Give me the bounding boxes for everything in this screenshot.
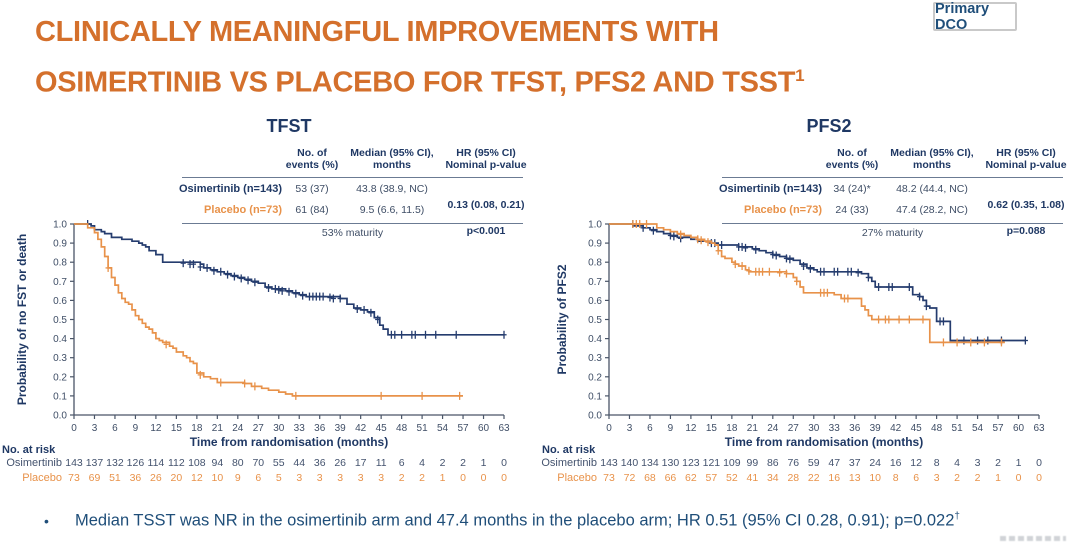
charts-row: 0.0 0.1 0.2 0.3 0.4 0.5 0.6 0.7 0.8 0.9 1.0 0 3 6 9 12 1…	[0, 115, 1080, 507]
x-tick-label: 45	[376, 423, 388, 434]
x-tick-label: 48	[931, 423, 943, 434]
y-tick-label: 0.5	[53, 315, 67, 326]
y-tick-label: 0.6	[588, 296, 602, 307]
x-tick-label: 18	[726, 423, 738, 434]
y-axis-title: Probability of no FST or death	[15, 234, 29, 405]
tfst-km-chart: 0.00.10.20.30.40.50.60.70.80.91.00 3 6 9 12 1…	[15, 220, 510, 450]
y-tick-label: 0.9	[588, 239, 602, 250]
osimertinib-curve	[609, 223, 1026, 342]
cropped-footnote-smudge	[1000, 536, 1066, 541]
x-tick-label: 18	[191, 423, 203, 434]
x-tick-label: 51	[952, 423, 964, 434]
title-superscript: 1	[795, 66, 805, 85]
x-tick-label: 48	[396, 423, 408, 434]
x-tick-label: 57	[992, 423, 1004, 434]
x-tick-label: 42	[355, 423, 367, 434]
x-tick-label: 12	[685, 423, 697, 434]
x-tick-label: 21	[747, 423, 759, 434]
y-tick-label: 0.7	[53, 277, 67, 288]
x-tick-label: 9	[133, 423, 139, 434]
x-tick-label: 0	[606, 423, 612, 434]
x-tick-label: 54	[972, 423, 984, 434]
slide-title-line1: CLINICALLY MEANINGFUL IMPROVEMENTS WITH	[35, 16, 719, 48]
y-tick-label: 0.1	[588, 391, 602, 402]
x-tick-label: 39	[870, 423, 882, 434]
x-tick-label: 60	[1013, 423, 1025, 434]
y-tick-label: 0.6	[53, 296, 67, 307]
x-tick-label: 21	[212, 423, 224, 434]
x-tick-label: 57	[457, 423, 469, 434]
x-tick-label: 3	[627, 423, 633, 434]
y-tick-label: 0.7	[588, 277, 602, 288]
y-tick-label: 0.2	[53, 372, 67, 383]
y-tick-label: 0.0	[588, 411, 602, 422]
y-tick-label: 0.8	[53, 258, 67, 269]
x-tick-label: 15	[706, 423, 718, 434]
pfs2-km-chart: 0.00.10.20.30.40.50.60.70.80.91.00 3 6 9 12 1…	[555, 220, 1045, 450]
x-tick-label: 30	[273, 423, 285, 434]
primary-dco-badge: Primary DCO	[933, 1, 1017, 33]
x-tick-label: 63	[1033, 423, 1045, 434]
y-tick-label: 0.3	[588, 353, 602, 364]
x-tick-label: 54	[437, 423, 449, 434]
x-tick-label: 9	[668, 423, 674, 434]
placebo-curve	[609, 223, 1005, 344]
x-tick-label: 6	[647, 423, 653, 434]
y-tick-label: 1.0	[53, 220, 67, 231]
x-tick-label: 27	[253, 423, 265, 434]
y-tick-label: 0.1	[53, 391, 67, 402]
tfst-panel: 0.0 0.1 0.2 0.3 0.4 0.5 0.6 0.7 0.8 0.9 1.0 0 3 6 9 12 1…	[0, 115, 540, 507]
x-tick-label: 60	[478, 423, 490, 434]
x-tick-label: 0	[71, 423, 77, 434]
x-tick-label: 45	[911, 423, 923, 434]
y-tick-label: 0.3	[53, 353, 67, 364]
x-tick-label: 36	[849, 423, 861, 434]
x-tick-label: 24	[232, 423, 244, 434]
tsst-bullet-text: Median TSST was NR in the osimertinib ar…	[75, 511, 960, 530]
y-tick-label: 0.2	[588, 372, 602, 383]
slide-title: CLINICALLY MEANINGFUL IMPROVEMENTS WITH …	[35, 10, 895, 105]
y-tick-label: 0.4	[588, 334, 602, 345]
slide-title-line2: OSIMERTINIB VS PLACEBO FOR TFST, PFS2 AN…	[35, 66, 805, 99]
x-tick-label: 15	[171, 423, 183, 434]
x-tick-label: 33	[294, 423, 306, 434]
x-tick-label: 30	[808, 423, 820, 434]
x-tick-label: 51	[417, 423, 429, 434]
y-tick-label: 0.9	[53, 239, 67, 250]
x-tick-label: 12	[150, 423, 162, 434]
x-tick-label: 33	[829, 423, 841, 434]
x-tick-label: 27	[788, 423, 800, 434]
x-tick-label: 24	[767, 423, 779, 434]
dagger-superscript: †	[954, 511, 960, 522]
x-tick-label: 63	[498, 423, 510, 434]
tsst-bullet: • Median TSST was NR in the osimertinib …	[44, 511, 960, 531]
x-tick-label: 6	[112, 423, 118, 434]
y-tick-label: 0.4	[53, 334, 67, 345]
x-tick-label: 3	[92, 423, 98, 434]
y-tick-label: 0.8	[588, 258, 602, 269]
y-tick-label: 1.0	[588, 220, 602, 231]
bullet-marker: •	[44, 513, 49, 529]
x-axis-title: Time from randomisation (months)	[725, 435, 923, 449]
placebo-curve	[74, 223, 463, 397]
y-tick-label: 0.0	[53, 411, 67, 422]
x-tick-label: 36	[314, 423, 326, 434]
y-tick-label: 0.5	[588, 315, 602, 326]
x-tick-label: 42	[890, 423, 902, 434]
pfs2-panel: 0.0 0.1 0.2 0.3 0.4 0.5 0.6 0.7 0.8 0.9 1.0 0 3 6 9 12 1…	[540, 115, 1080, 507]
x-axis-title: Time from randomisation (months)	[190, 435, 388, 449]
x-tick-label: 39	[335, 423, 347, 434]
y-axis-title: Probability of PFS2	[555, 264, 569, 374]
